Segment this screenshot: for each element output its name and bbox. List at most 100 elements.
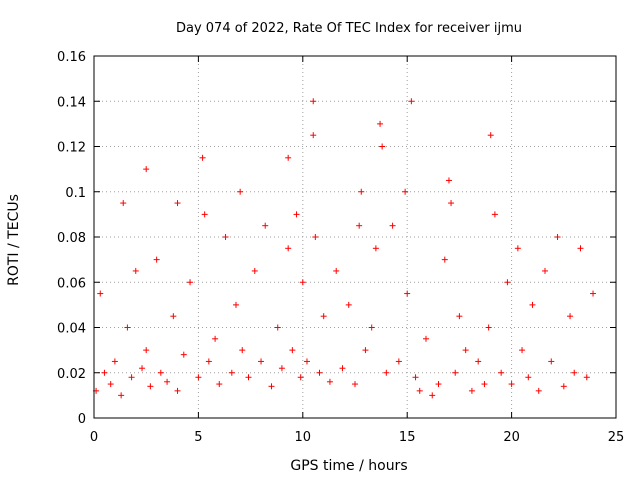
data-point [333, 267, 340, 274]
data-point [362, 347, 369, 354]
data-point [404, 290, 411, 297]
data-point [358, 188, 365, 195]
data-point [554, 234, 561, 240]
data-point [529, 301, 536, 308]
data-point [389, 222, 396, 229]
data-point [402, 188, 409, 195]
data-point [289, 347, 296, 354]
x-tick-label: 0 [90, 430, 98, 445]
data-point [481, 381, 488, 388]
data-point [441, 256, 448, 263]
data-point [352, 381, 358, 388]
data-point [525, 374, 532, 381]
data-point [412, 374, 419, 381]
data-point [258, 358, 265, 365]
data-point [237, 188, 244, 195]
data-point [187, 279, 194, 286]
data-point [174, 200, 181, 207]
data-point [514, 245, 521, 252]
data-point [485, 324, 492, 331]
data-point [222, 234, 229, 240]
data-point [535, 387, 542, 394]
data-point [548, 358, 555, 365]
data-point [101, 369, 108, 376]
data-point [199, 154, 206, 161]
data-point [201, 211, 208, 218]
data-point [310, 132, 317, 139]
data-point [577, 245, 584, 252]
data-point [475, 358, 482, 365]
data-point [153, 256, 160, 263]
data-point [164, 378, 171, 385]
data-point [519, 347, 526, 354]
data-point [157, 369, 164, 376]
data-point [583, 374, 590, 381]
data-point [377, 120, 384, 127]
data-point [345, 301, 352, 308]
data-point [147, 383, 154, 390]
data-point [170, 313, 177, 320]
y-tick-label: 0 [78, 412, 86, 427]
data-point [504, 279, 511, 286]
y-tick-label: 0.02 [57, 367, 86, 382]
y-tick-label: 0.14 [57, 95, 86, 110]
data-point [285, 154, 292, 161]
data-point [435, 381, 442, 388]
chart-title: Day 074 of 2022, Rate Of TEC Index for r… [176, 21, 522, 36]
data-point [462, 347, 469, 354]
data-point [303, 358, 310, 365]
data-point [120, 200, 127, 207]
data-point [143, 166, 150, 173]
x-tick-label: 10 [295, 430, 312, 445]
data-point [205, 358, 212, 365]
data-point [118, 392, 125, 399]
data-point [491, 211, 498, 218]
axis-ticks [93, 55, 617, 419]
data-point [299, 279, 306, 286]
data-point [452, 369, 459, 376]
y-axis-label: ROTI / TECUs [6, 194, 22, 286]
data-point [251, 267, 258, 274]
x-tick-label: 15 [399, 430, 416, 445]
data-point [379, 143, 386, 150]
data-point [268, 383, 275, 390]
data-point [590, 290, 597, 297]
x-axis-label: GPS time / hours [290, 458, 407, 474]
data-point [216, 381, 223, 388]
data-point [180, 351, 187, 358]
data-point [128, 374, 135, 381]
data-point [508, 381, 515, 388]
data-point [195, 374, 202, 381]
data-point [429, 392, 436, 399]
data-point [278, 365, 285, 372]
data-point [356, 222, 363, 229]
data-point [310, 98, 317, 105]
y-tick-label: 0.12 [57, 141, 86, 156]
data-point [445, 177, 452, 184]
data-point [143, 347, 150, 354]
data-point [245, 374, 252, 381]
data-point [395, 358, 402, 365]
data-point [232, 301, 239, 308]
data-point [567, 313, 574, 320]
data-marks [93, 98, 597, 399]
x-tick-label: 25 [608, 430, 625, 445]
data-point [408, 98, 415, 105]
data-point [274, 324, 281, 331]
x-tick-labels: 0 5 10 15 20 25 [90, 430, 624, 445]
y-tick-label: 0.16 [57, 50, 86, 65]
data-point [312, 234, 319, 240]
data-point [339, 365, 346, 372]
data-point [239, 347, 246, 354]
data-point [132, 267, 139, 274]
data-point [326, 378, 333, 385]
data-point [560, 383, 567, 390]
data-point [174, 387, 181, 394]
data-point [297, 374, 304, 381]
data-point [487, 132, 494, 139]
data-point [416, 387, 423, 394]
data-point [262, 222, 269, 229]
y-tick-label: 0.08 [57, 231, 86, 246]
data-point [285, 245, 292, 252]
data-point [498, 369, 505, 376]
